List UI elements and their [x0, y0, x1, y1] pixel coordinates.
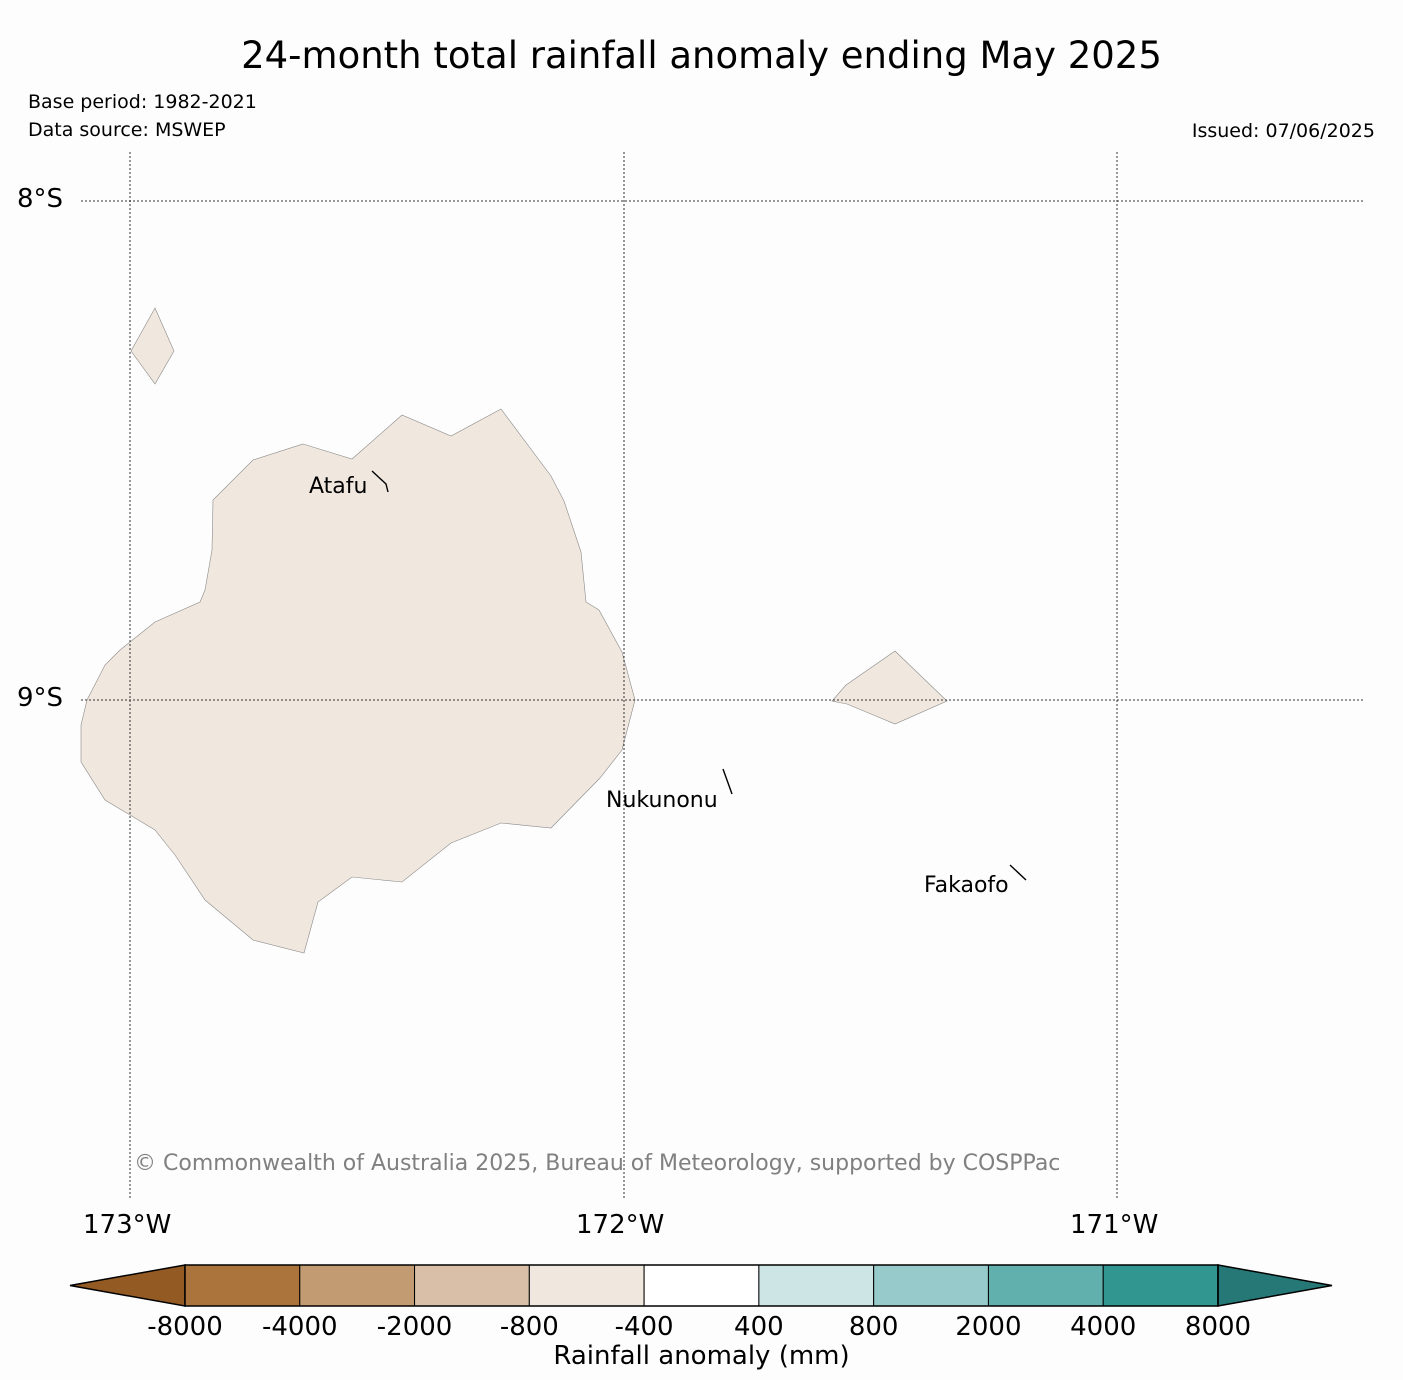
- land-layer: [80, 307, 948, 954]
- lon-label-173w: 173°W: [83, 1210, 172, 1240]
- island-northwest: [130, 307, 175, 385]
- lat-label-9s: 9°S: [17, 683, 64, 713]
- data-source-text: Data source: MSWEP: [28, 119, 226, 141]
- place-label-nukunonu: Nukunonu: [606, 788, 718, 813]
- colorbar-segment: [414, 1264, 530, 1307]
- colorbar-segment: [873, 1264, 989, 1307]
- nukunonu-marker: [722, 768, 733, 795]
- colorbar-extend-low: [69, 1264, 186, 1307]
- colorbar-outline: [184, 1264, 1219, 1307]
- colorbar-segment: [1102, 1264, 1219, 1307]
- colorbar-tick-label: 800: [848, 1312, 899, 1342]
- colorbar-segment: [184, 1264, 301, 1307]
- copyright-notice: © Commonwealth of Australia 2025, Bureau…: [134, 1151, 1061, 1176]
- colorbar-tick-label: 400: [734, 1312, 784, 1342]
- atafu-marker: [371, 470, 389, 493]
- colorbar-axis-label: Rainfall anomaly (mm): [553, 1341, 850, 1371]
- place-markers: [371, 470, 1027, 881]
- colorbar-tick-label: 4000: [1070, 1312, 1137, 1342]
- colorbar-tick-label: -4000: [261, 1312, 338, 1342]
- colorbar-tick-label: -8000: [147, 1312, 223, 1342]
- colorbar-segment: [758, 1264, 875, 1307]
- colorbar-tick-label: -800: [499, 1312, 559, 1342]
- graticule: [81, 152, 1363, 1200]
- lon-label-172w: 172°W: [576, 1210, 665, 1240]
- map-title: 24-month total rainfall anomaly ending M…: [241, 34, 1162, 77]
- colorbar-segment: [299, 1264, 416, 1307]
- colorbar-segment: [987, 1264, 1104, 1307]
- colorbar: [69, 1264, 1333, 1307]
- colorbar-tick-label: -400: [614, 1312, 674, 1342]
- place-label-atafu: Atafu: [309, 474, 368, 499]
- base-period-text: Base period: 1982-2021: [28, 91, 257, 113]
- lat-label-8s: 8°S: [17, 184, 64, 214]
- colorbar-tick-label: 8000: [1184, 1312, 1252, 1342]
- colorbar-tick-label: -2000: [376, 1312, 453, 1342]
- fakaofo-marker: [1009, 864, 1027, 881]
- place-label-fakaofo: Fakaofo: [924, 873, 1009, 898]
- island-main: [80, 408, 636, 954]
- colorbar-extend-high: [1217, 1264, 1333, 1307]
- colorbar-segment: [643, 1264, 760, 1307]
- issued-date-text: Issued: 07/06/2025: [1191, 120, 1375, 142]
- colorbar-segment: [528, 1264, 645, 1307]
- colorbar-tick-label: 2000: [955, 1312, 1022, 1342]
- lon-label-171w: 171°W: [1070, 1210, 1159, 1240]
- island-east: [831, 650, 948, 725]
